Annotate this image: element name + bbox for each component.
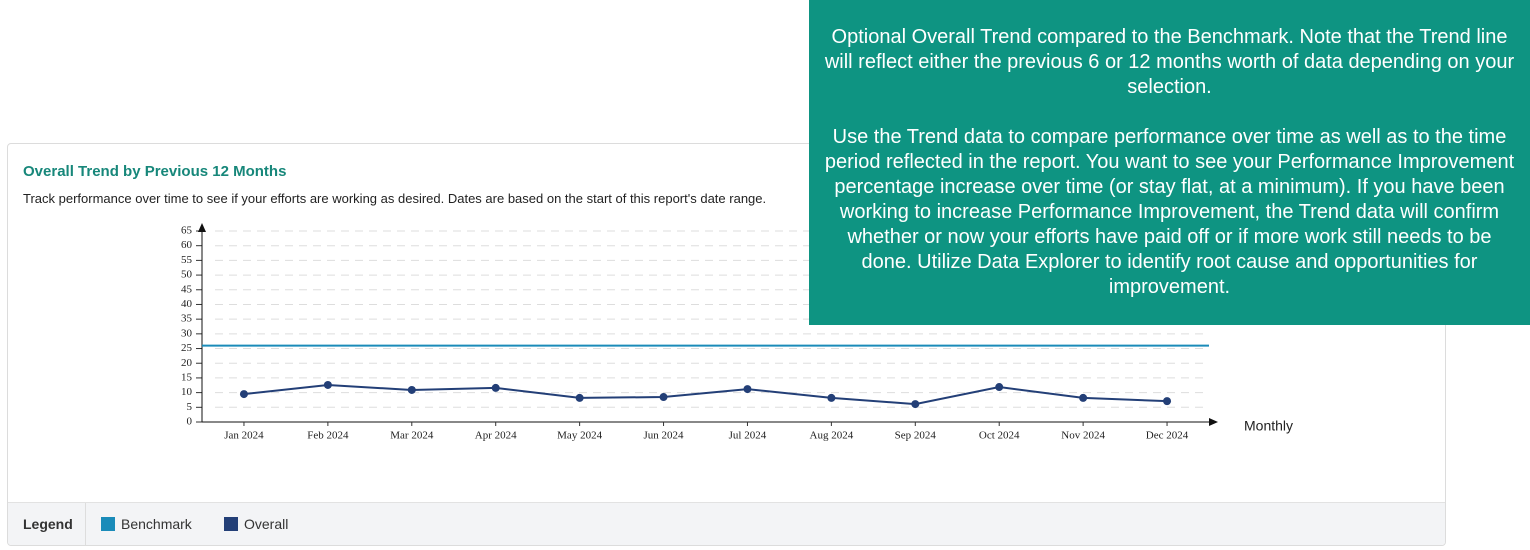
x-tick-label: Nov 2024 <box>1061 430 1105 442</box>
y-tick-label: 30 <box>181 327 193 339</box>
x-tick-label: Sep 2024 <box>895 430 937 442</box>
y-tick-label: 60 <box>181 239 193 251</box>
legend-item: Benchmark <box>101 516 192 532</box>
data-point <box>1079 393 1088 402</box>
data-point <box>995 383 1004 392</box>
legend-swatch <box>224 517 238 531</box>
y-tick-label: 65 <box>181 225 193 237</box>
legend-label: Benchmark <box>121 516 192 532</box>
data-point <box>491 383 500 392</box>
y-tick-label: 55 <box>181 254 193 266</box>
y-tick-label: 35 <box>181 313 193 325</box>
data-point <box>827 393 836 402</box>
trend-card: Overall Trend by Previous 12 Months Trac… <box>7 143 1446 546</box>
x-tick-label: Jan 2024 <box>224 430 264 442</box>
y-tick-label: 0 <box>187 416 193 428</box>
x-tick-label: Mar 2024 <box>390 430 434 442</box>
x-tick-label: Jun 2024 <box>644 430 685 442</box>
x-tick-label: Apr 2024 <box>475 430 517 442</box>
data-point <box>575 393 584 402</box>
y-tick-label: 10 <box>181 386 193 398</box>
data-point <box>659 393 668 402</box>
data-point <box>743 385 752 394</box>
y-tick-label: 25 <box>181 342 193 354</box>
y-tick-label: 40 <box>181 298 193 310</box>
y-axis-arrow <box>198 223 206 232</box>
x-tick-label: Jul 2024 <box>729 430 767 442</box>
x-axis-arrow <box>1209 418 1218 426</box>
series-line <box>243 383 1168 406</box>
x-tick-label: Aug 2024 <box>810 430 854 442</box>
x-tick-label: May 2024 <box>557 430 602 442</box>
tooltip-paragraph: Optional Overall Trend compared to the B… <box>824 26 1515 98</box>
y-tick-label: 20 <box>181 357 193 369</box>
y-tick-label: 50 <box>181 269 193 281</box>
data-point <box>239 390 248 399</box>
chart-subtitle: Track performance over time to see if yo… <box>23 191 767 206</box>
y-tick-label: 15 <box>181 371 193 383</box>
x-axis-label: Monthly <box>1244 418 1293 434</box>
legend-title: Legend <box>23 516 73 532</box>
x-tick-label: Dec 2024 <box>1146 430 1189 442</box>
legend: Legend Benchmark Overall <box>8 502 1445 545</box>
x-tick-label: Oct 2024 <box>979 430 1020 442</box>
data-point <box>323 380 332 389</box>
tooltip: Optional Overall Trend compared to the B… <box>809 0 1530 325</box>
data-point <box>911 400 920 409</box>
legend-swatch <box>101 517 115 531</box>
x-tick-label: Feb 2024 <box>307 430 349 442</box>
legend-item: Overall <box>224 516 288 532</box>
y-tick-label: 45 <box>181 283 193 295</box>
legend-separator <box>85 503 86 545</box>
data-point <box>1163 397 1172 406</box>
tooltip-paragraph: Use the Trend data to compare performanc… <box>824 126 1515 298</box>
y-tick-label: 5 <box>187 401 193 413</box>
legend-label: Overall <box>244 516 289 532</box>
data-point <box>407 385 416 394</box>
chart-title: Overall Trend by Previous 12 Months <box>23 163 287 180</box>
